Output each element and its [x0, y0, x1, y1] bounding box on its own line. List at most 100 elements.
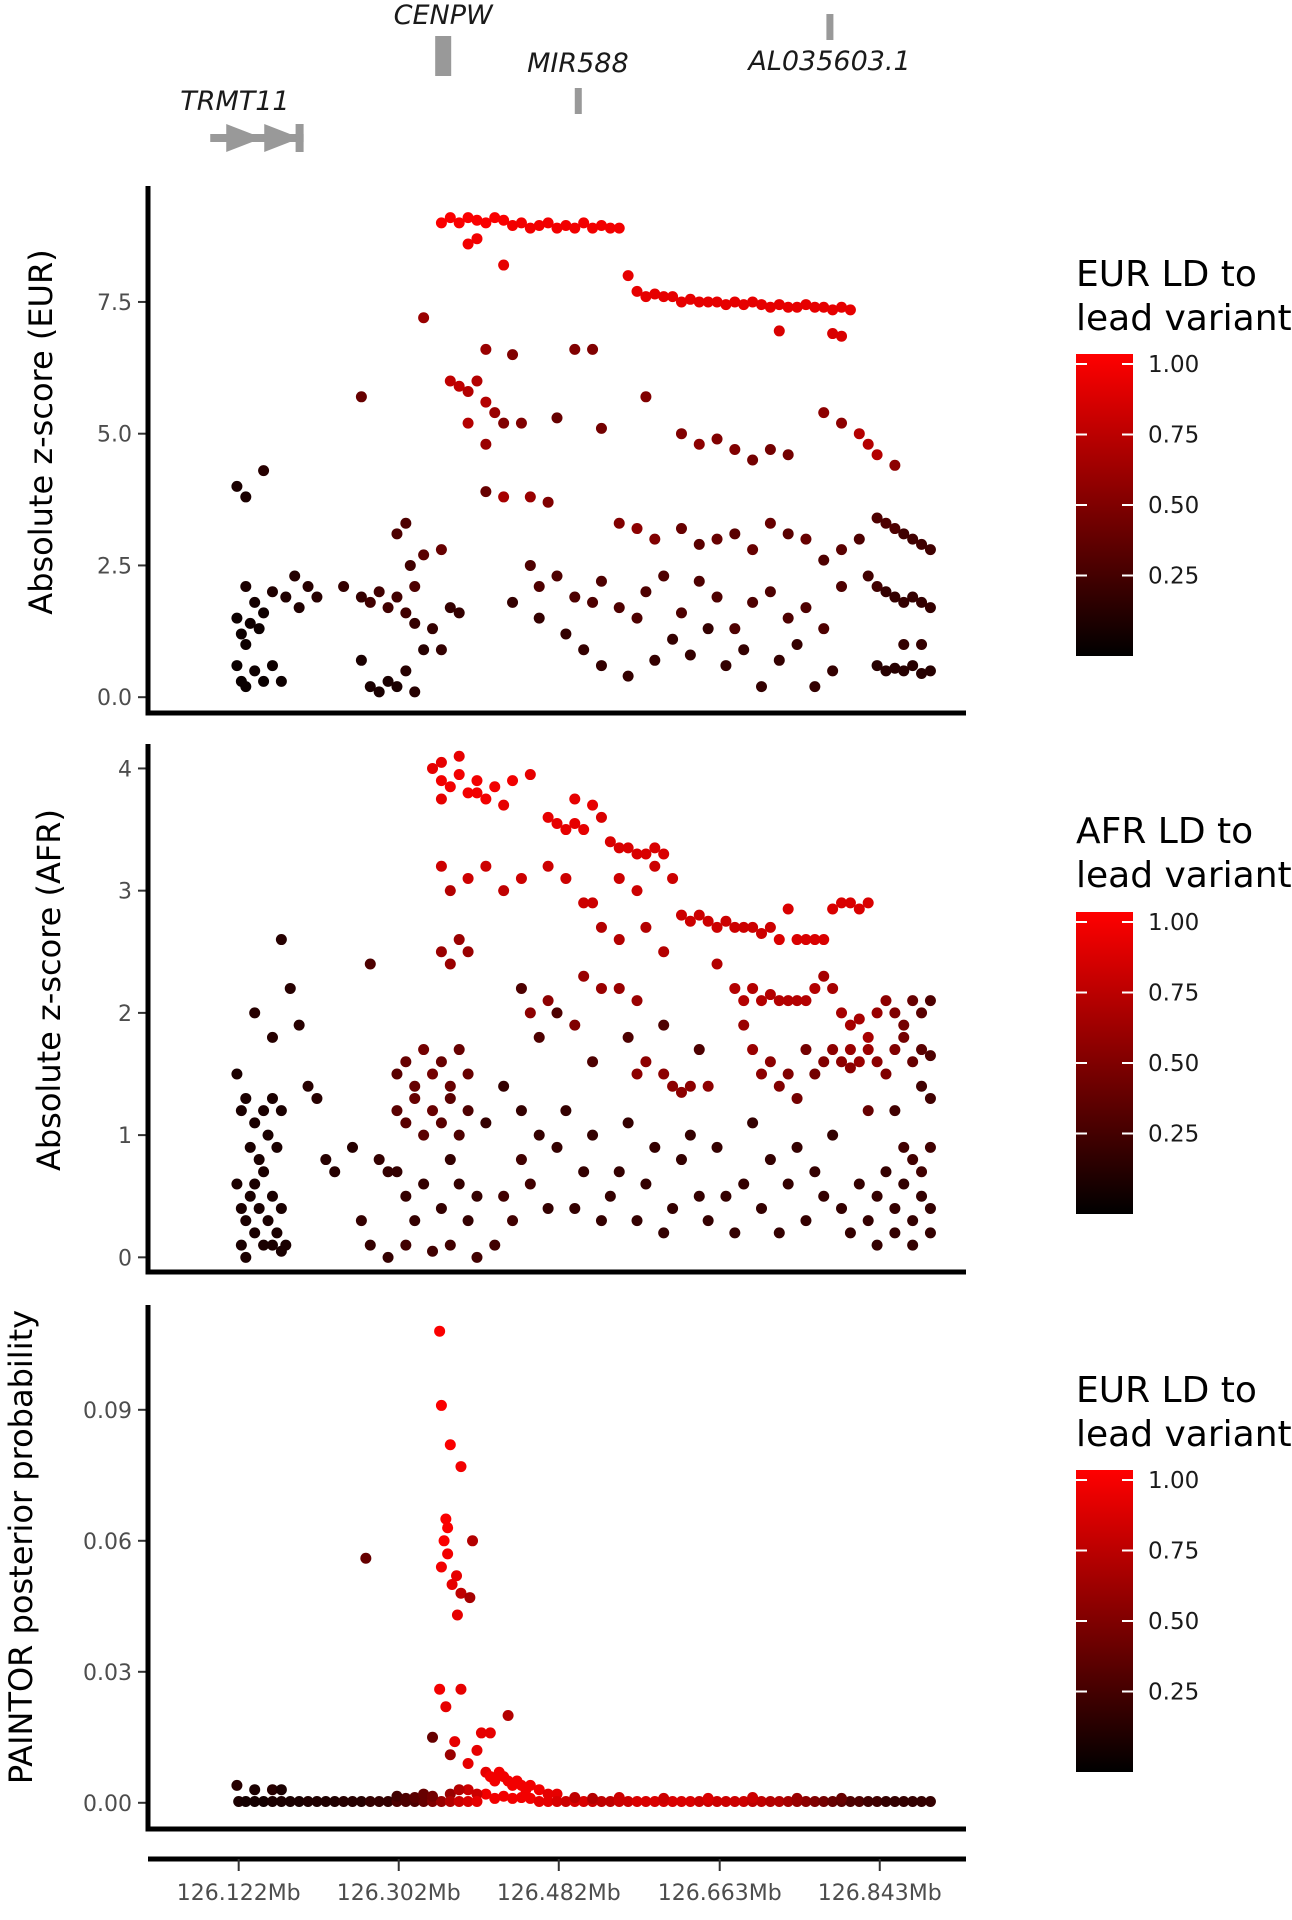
variant-point [253, 1202, 265, 1214]
variant-point [480, 860, 492, 872]
variant-point [711, 921, 723, 933]
variant-point [836, 581, 848, 593]
variant-point [364, 958, 376, 970]
variant-point [738, 299, 750, 311]
variant-point [391, 1790, 403, 1802]
variant-point [613, 982, 625, 994]
variant-point [862, 1215, 874, 1227]
afr-zscore-panel: Absolute z-score (AFR) 0 1 2 3 4 [30, 744, 966, 1275]
variant-point [667, 872, 679, 884]
variant-point [667, 291, 679, 303]
variant-point [560, 220, 572, 232]
variant-point [613, 872, 625, 884]
variant-point [675, 428, 687, 440]
variant-point [658, 291, 670, 303]
colorbar-tick-label: 1.00 [1148, 910, 1199, 936]
variant-point [889, 1105, 901, 1117]
variant-point [720, 915, 732, 927]
y-tick-label: 1 [118, 1124, 132, 1149]
variant-point [444, 1439, 456, 1451]
gene-label: TRMT11 [180, 86, 289, 117]
variant-point [289, 570, 301, 582]
variant-point [442, 1548, 454, 1560]
variant-point [462, 1795, 474, 1807]
variant-point [827, 1044, 839, 1056]
variant-point [235, 628, 247, 640]
variant-point [916, 1795, 928, 1807]
variant-point [818, 623, 830, 635]
variant-point [595, 422, 607, 434]
variant-point [542, 811, 554, 823]
variant-point [515, 1792, 527, 1804]
variant-point [791, 1792, 803, 1804]
variant-point [560, 824, 572, 836]
variant-point [453, 934, 465, 946]
variant-point [853, 1013, 865, 1025]
variant-point [266, 1190, 278, 1202]
x-tick-label: 126.122Mb [177, 1881, 301, 1906]
variant-point [471, 214, 483, 226]
gene-track: TRMT11 CENPW MIR588 AL035603.1 [180, 0, 911, 152]
eur-ld-legend-title-line2: lead variant [1076, 298, 1292, 339]
afr-ld-legend: AFR LD to lead variant 1.00 0.75 0.50 0.25 [1076, 811, 1292, 1214]
variant-point [862, 570, 874, 582]
variant-point [235, 1202, 247, 1214]
variant-point [507, 1792, 519, 1804]
variant-point [462, 872, 474, 884]
variant-point [924, 1050, 936, 1062]
variant-point [836, 417, 848, 429]
variant-point [444, 375, 456, 387]
variant-point [266, 660, 278, 672]
variant-point [391, 1105, 403, 1117]
variant-point [240, 638, 252, 650]
variant-point [453, 607, 465, 619]
variant-point [360, 1552, 372, 1564]
colorbar-tick-label: 0.25 [1148, 564, 1199, 590]
variant-point [253, 623, 265, 635]
variant-point [889, 459, 901, 471]
variant-point [827, 903, 839, 915]
variant-point [747, 296, 759, 308]
variant-point [507, 220, 519, 232]
variant-point [836, 1007, 848, 1019]
variant-point [658, 946, 670, 958]
variant-point [827, 665, 839, 677]
variant-point [924, 1227, 936, 1239]
variant-point [764, 517, 776, 529]
variant-point [773, 325, 785, 337]
variant-point [435, 775, 447, 787]
variant-point [658, 1227, 670, 1239]
variant-point [578, 1166, 590, 1178]
variant-point [720, 1795, 732, 1807]
variant-point [560, 628, 572, 640]
painter-points [231, 1325, 936, 1807]
variant-point [240, 1795, 252, 1807]
variant-point [595, 660, 607, 672]
variant-point [467, 1535, 479, 1547]
colorbar-tick-label: 0.50 [1148, 1609, 1199, 1635]
variant-point [515, 982, 527, 994]
colorbar-tick-label: 1.00 [1148, 352, 1199, 378]
variant-point [675, 1086, 687, 1098]
variant-point [684, 649, 696, 661]
variant-point [444, 1080, 456, 1092]
variant-point [498, 491, 510, 503]
variant-point [280, 591, 292, 603]
variant-point [427, 623, 439, 635]
variant-point [435, 756, 447, 768]
variant-point [404, 559, 416, 571]
variant-point [818, 970, 830, 982]
variant-point [373, 1154, 385, 1166]
variant-point [400, 665, 412, 677]
variant-point [382, 602, 394, 614]
colorbar-tick-label: 0.50 [1148, 1051, 1199, 1077]
variant-point [551, 570, 563, 582]
variant-point [907, 1056, 919, 1068]
variant-point [507, 1215, 519, 1227]
variant-point [818, 407, 830, 419]
variant-point [418, 1129, 430, 1141]
variant-point [738, 1178, 750, 1190]
variant-point [747, 544, 759, 556]
variant-point [462, 238, 474, 250]
variant-point [649, 1141, 661, 1153]
